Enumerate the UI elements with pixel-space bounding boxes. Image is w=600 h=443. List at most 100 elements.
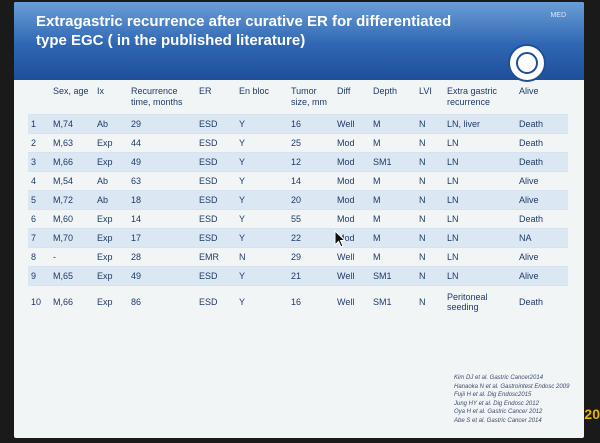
citation-item: Oya H et al. Gastric Cancer 2012 bbox=[454, 409, 543, 415]
table-header-row: Sex, age Ix Recurrence time, months ER E… bbox=[28, 82, 568, 115]
cell-depth: M bbox=[370, 209, 416, 229]
cell-en-bloc: Y bbox=[236, 285, 288, 318]
cell-index: 5 bbox=[28, 190, 50, 210]
cell-tumor-size: 20 bbox=[288, 190, 334, 210]
cell-diff: Well bbox=[334, 247, 370, 267]
cell-sex-age: M,60 bbox=[50, 209, 94, 229]
cell-er: ESD bbox=[196, 133, 236, 153]
header-small-label: MED bbox=[550, 12, 566, 19]
cell-diff: Mod bbox=[334, 228, 370, 248]
side-number: 20 bbox=[584, 406, 600, 422]
cell-recurrence-time: 14 bbox=[128, 209, 196, 229]
cell-depth: M bbox=[370, 228, 416, 248]
cell-depth: SM1 bbox=[370, 285, 416, 318]
citation-item: Hanaoka N et al. Gastrointest Endosc 200… bbox=[454, 383, 570, 390]
cell-er: ESD bbox=[196, 285, 236, 318]
col-header-alive: Alive bbox=[519, 86, 539, 96]
cell-recurrence-time: 29 bbox=[128, 114, 196, 134]
citation-item: Kim DJ et al. Gastric Cancer2014 bbox=[454, 375, 544, 381]
citation-item: Fujii H et al. Dig Endosc2015 bbox=[454, 392, 532, 398]
cell-alive: Death bbox=[516, 209, 568, 229]
cell-ix: Exp bbox=[94, 228, 128, 248]
cell-ix: Ab bbox=[94, 114, 128, 134]
cell-diff: Mod bbox=[334, 133, 370, 153]
cell-recurrence-time: 28 bbox=[128, 247, 196, 267]
cell-en-bloc: Y bbox=[236, 171, 288, 191]
table-row: 1 M,74 Ab 29 ESD Y 16 Well M N LN, liver… bbox=[28, 114, 568, 134]
cell-en-bloc: Y bbox=[236, 228, 288, 248]
cell-sex-age: M,70 bbox=[50, 228, 94, 248]
cell-en-bloc: Y bbox=[236, 190, 288, 210]
col-header-er: ER bbox=[199, 86, 212, 96]
slide-title-line-1: Extragastric recurrence after curative E… bbox=[36, 13, 452, 30]
cell-depth: SM1 bbox=[370, 152, 416, 172]
table-row: 9 M,65 Exp 49 ESD Y 21 Well SM1 N LN Ali… bbox=[28, 266, 568, 286]
cell-lvi: N bbox=[416, 114, 444, 134]
cell-extra-gastric: LN bbox=[444, 266, 516, 286]
cell-alive: Alive bbox=[516, 247, 568, 267]
cell-extra-gastric: LN bbox=[444, 247, 516, 267]
table-row: 10 M,66 Exp 86 ESD Y 16 Well SM1 N Perit… bbox=[28, 285, 568, 318]
cell-depth: M bbox=[370, 133, 416, 153]
citation-list: Kim DJ et al. Gastric Cancer2014 Hanaoka… bbox=[454, 374, 584, 425]
cell-lvi: N bbox=[416, 171, 444, 191]
cell-tumor-size: 16 bbox=[288, 114, 334, 134]
university-seal-icon bbox=[508, 44, 546, 82]
cell-depth: M bbox=[370, 247, 416, 267]
cell-extra-gastric: LN bbox=[444, 152, 516, 172]
cell-ix: Exp bbox=[94, 285, 128, 318]
table-row: 6 M,60 Exp 14 ESD Y 55 Mod M N LN Death bbox=[28, 209, 568, 229]
cell-er: ESD bbox=[196, 190, 236, 210]
table-row: 4 M,54 Ab 63 ESD Y 14 Mod M N LN Alive bbox=[28, 171, 568, 191]
cell-sex-age: M,65 bbox=[50, 266, 94, 286]
cell-tumor-size: 12 bbox=[288, 152, 334, 172]
presentation-slide: Extragastric recurrence after curative E… bbox=[14, 2, 584, 438]
cell-ix: Exp bbox=[94, 152, 128, 172]
cell-diff: Well bbox=[334, 114, 370, 134]
cell-er: ESD bbox=[196, 266, 236, 286]
cell-tumor-size: 55 bbox=[288, 209, 334, 229]
cell-index: 1 bbox=[28, 114, 50, 134]
col-header-en-bloc: En bloc bbox=[239, 86, 270, 96]
citation-item: Jung HY et al. Dig Endosc 2012 bbox=[454, 400, 539, 407]
cell-alive: Death bbox=[516, 133, 568, 153]
cell-ix: Exp bbox=[94, 133, 128, 153]
cell-alive: NA bbox=[516, 228, 568, 248]
cell-sex-age: M,54 bbox=[50, 171, 94, 191]
cell-recurrence-time: 49 bbox=[128, 266, 196, 286]
cell-recurrence-time: 17 bbox=[128, 228, 196, 248]
recurrence-table: Sex, age Ix Recurrence time, months ER E… bbox=[28, 82, 568, 318]
table-row: 5 M,72 Ab 18 ESD Y 20 Mod M N LN Alive bbox=[28, 190, 568, 210]
cell-alive: Death bbox=[516, 285, 568, 318]
table-row: 2 M,63 Exp 44 ESD Y 25 Mod M N LN Death bbox=[28, 133, 568, 153]
cell-recurrence-time: 49 bbox=[128, 152, 196, 172]
cell-lvi: N bbox=[416, 209, 444, 229]
cell-depth: M bbox=[370, 171, 416, 191]
slide-title: Extragastric recurrence after curative E… bbox=[36, 12, 506, 50]
cell-lvi: N bbox=[416, 152, 444, 172]
table-body: 1 M,74 Ab 29 ESD Y 16 Well M N LN, liver… bbox=[28, 114, 568, 318]
col-header-extra-gastric-recurrence: Extra gastric recurrence bbox=[447, 86, 498, 107]
cell-lvi: N bbox=[416, 247, 444, 267]
cell-index: 2 bbox=[28, 133, 50, 153]
cell-recurrence-time: 44 bbox=[128, 133, 196, 153]
col-header-recurrence-time: Recurrence time, months bbox=[131, 86, 183, 107]
citation-item: Abe S et al. Gastric Cancer 2014 bbox=[454, 417, 542, 424]
cell-er: ESD bbox=[196, 228, 236, 248]
col-header-tumor-size: Tumor size, mm bbox=[291, 86, 327, 107]
cell-extra-gastric: Peritoneal seeding bbox=[444, 285, 516, 318]
cell-recurrence-time: 18 bbox=[128, 190, 196, 210]
cell-alive: Alive bbox=[516, 190, 568, 210]
cell-lvi: N bbox=[416, 266, 444, 286]
cell-depth: SM1 bbox=[370, 266, 416, 286]
cell-depth: M bbox=[370, 190, 416, 210]
cell-alive: Alive bbox=[516, 171, 568, 191]
table-row: 3 M,66 Exp 49 ESD Y 12 Mod SM1 N LN Deat… bbox=[28, 152, 568, 172]
cell-er: ESD bbox=[196, 114, 236, 134]
table-row: 8 - Exp 28 EMR N 29 Well M N LN Alive bbox=[28, 247, 568, 267]
col-header-index bbox=[28, 82, 50, 115]
col-header-ix: Ix bbox=[97, 86, 105, 96]
col-header-diff: Diff bbox=[337, 86, 351, 96]
cell-extra-gastric: LN bbox=[444, 209, 516, 229]
cell-sex-age: M,63 bbox=[50, 133, 94, 153]
